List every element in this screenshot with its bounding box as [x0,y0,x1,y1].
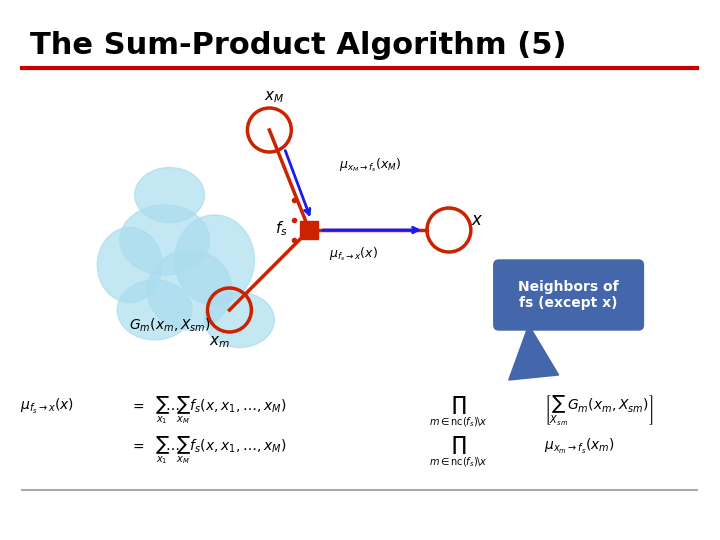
Text: $\mu_{x_M \rightarrow f_s}(x_M)$: $\mu_{x_M \rightarrow f_s}(x_M)$ [339,156,402,173]
Text: $\sum_{x_1} \!\ldots\! \sum_{x_M} f_s(x,x_1,\ldots,x_M)$: $\sum_{x_1} \!\ldots\! \sum_{x_M} f_s(x,… [155,434,287,466]
Text: $\mu_{x_m \rightarrow f_s}(x_m)$: $\mu_{x_m \rightarrow f_s}(x_m)$ [544,437,615,456]
Ellipse shape [204,293,274,348]
Ellipse shape [174,215,254,305]
Text: $\prod_{m \in \mathrm{nc}(f_s) \backslash x}$: $\prod_{m \in \mathrm{nc}(f_s) \backslas… [429,394,487,429]
Text: $G_m(x_m, X_{sm})$: $G_m(x_m, X_{sm})$ [129,317,210,334]
Ellipse shape [97,227,162,302]
Text: $=$: $=$ [130,399,145,413]
Ellipse shape [147,250,232,330]
Text: $\mu_{f_s \rightarrow x}(x)$: $\mu_{f_s \rightarrow x}(x)$ [20,397,74,416]
Ellipse shape [120,205,210,275]
Text: $=$: $=$ [130,439,145,453]
Ellipse shape [135,167,204,222]
Ellipse shape [117,280,192,340]
FancyBboxPatch shape [494,260,644,330]
Text: $\left[\sum_{X_{sm}} G_m(x_m, X_{sm})\right]$: $\left[\sum_{X_{sm}} G_m(x_m, X_{sm})\ri… [544,393,653,427]
Text: $x_M$: $x_M$ [264,89,284,105]
Text: $\prod_{m \in \mathrm{nc}(f_s) \backslash x}$: $\prod_{m \in \mathrm{nc}(f_s) \backslas… [429,434,487,469]
Text: The Sum-Product Algorithm (5): The Sum-Product Algorithm (5) [30,30,567,59]
Text: $x_m$: $x_m$ [209,334,230,350]
FancyBboxPatch shape [300,221,318,239]
Polygon shape [509,325,559,380]
Text: $\mu_{f_s \rightarrow x}(x)$: $\mu_{f_s \rightarrow x}(x)$ [329,245,378,262]
Text: $\sum_{x_1} \!\ldots\! \sum_{x_M} f_s(x,x_1,\ldots,x_M)$: $\sum_{x_1} \!\ldots\! \sum_{x_M} f_s(x,… [155,394,287,426]
Text: Neighbors of
fs (except x): Neighbors of fs (except x) [518,280,619,310]
Text: $f_s$: $f_s$ [275,219,288,238]
Text: $x$: $x$ [471,211,483,229]
